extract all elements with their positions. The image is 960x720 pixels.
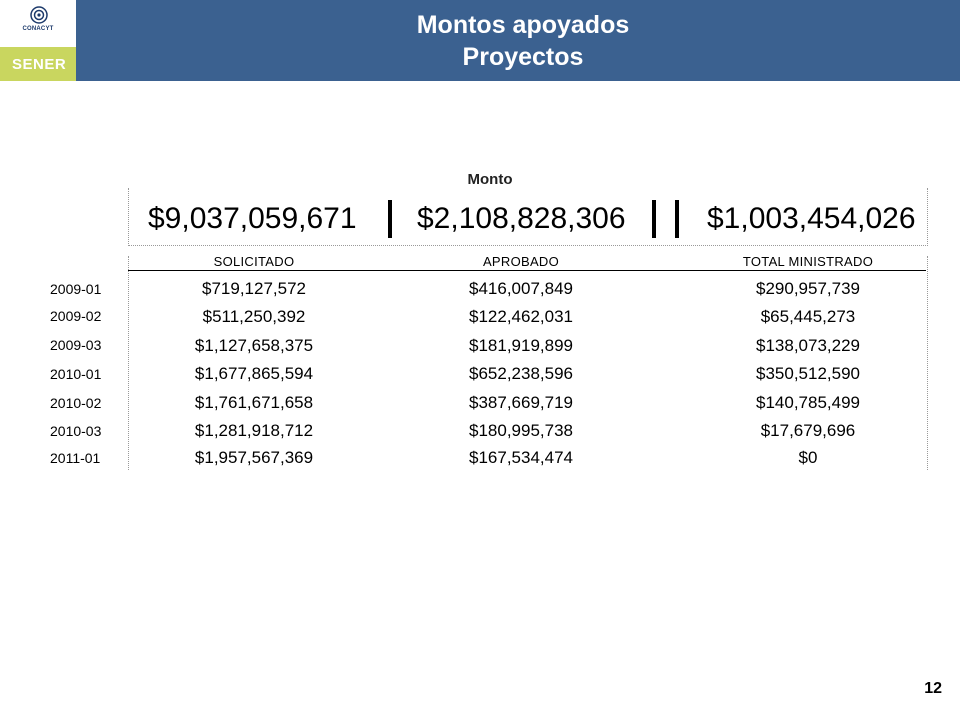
cell-solicitado: $511,250,392 bbox=[202, 307, 306, 326]
cell-ministrado: $140,785,499 bbox=[756, 393, 860, 412]
total-aprobado: $2,108,828,306 bbox=[417, 202, 626, 235]
cell-solicitado: $719,127,572 bbox=[202, 279, 306, 298]
cell-ministrado: $138,073,229 bbox=[756, 336, 860, 355]
totals-box bbox=[128, 188, 928, 246]
data-table bbox=[128, 256, 928, 470]
cell-ministrado: $17,679,696 bbox=[760, 421, 856, 440]
cell-ministrado: $290,957,739 bbox=[756, 279, 860, 298]
conacyt-emblem-icon bbox=[30, 6, 48, 24]
cell-ministrado: $0 bbox=[798, 448, 818, 467]
row-label: 2009-02 bbox=[50, 308, 102, 324]
total-ministrado: $1,003,454,026 bbox=[707, 202, 916, 235]
cell-ministrado: $65,445,273 bbox=[760, 307, 856, 326]
cell-aprobado: $167,534,474 bbox=[469, 448, 573, 467]
row-label: 2010-01 bbox=[50, 366, 102, 382]
table-header-rule bbox=[128, 270, 926, 271]
logo-area: CONACYT SENER bbox=[0, 0, 76, 81]
page-title: Montos apoyados bbox=[416, 11, 630, 39]
cell-solicitado: $1,957,567,369 bbox=[194, 448, 314, 467]
page-number: 12 bbox=[924, 680, 942, 697]
cell-aprobado: $652,238,596 bbox=[469, 364, 573, 383]
total-solicitado: $9,037,059,671 bbox=[148, 202, 357, 235]
sener-logo: SENER bbox=[0, 47, 76, 81]
cell-solicitado: $1,127,658,375 bbox=[194, 336, 314, 355]
column-header-total-ministrado: TOTAL MINISTRADO bbox=[742, 254, 874, 269]
cell-aprobado: $180,995,738 bbox=[469, 421, 573, 440]
total-separator bbox=[675, 200, 679, 238]
cell-aprobado: $387,669,719 bbox=[469, 393, 573, 412]
row-label: 2010-03 bbox=[50, 423, 102, 439]
cell-solicitado: $1,761,671,658 bbox=[194, 393, 314, 412]
cell-solicitado: $1,281,918,712 bbox=[194, 421, 314, 440]
conacyt-logo-text: CONACYT bbox=[22, 26, 54, 32]
header-bar bbox=[76, 0, 960, 81]
sener-logo-text: SENER bbox=[12, 56, 67, 73]
cell-aprobado: $122,462,031 bbox=[469, 307, 573, 326]
row-label: 2011-01 bbox=[50, 450, 101, 466]
cell-aprobado: $416,007,849 bbox=[469, 279, 573, 298]
column-header-solicitado: SOLICITADO bbox=[213, 254, 295, 269]
row-label: 2010-02 bbox=[50, 395, 102, 411]
row-label: 2009-03 bbox=[50, 337, 102, 353]
page-subtitle: Proyectos bbox=[462, 43, 584, 71]
total-separator bbox=[652, 200, 656, 238]
total-separator bbox=[388, 200, 392, 238]
column-header-aprobado: APROBADO bbox=[482, 254, 560, 269]
monto-label: Monto bbox=[467, 171, 513, 188]
cell-solicitado: $1,677,865,594 bbox=[194, 364, 314, 383]
cell-aprobado: $181,919,899 bbox=[469, 336, 573, 355]
row-label: 2009-01 bbox=[50, 281, 102, 297]
cell-ministrado: $350,512,590 bbox=[756, 364, 860, 383]
